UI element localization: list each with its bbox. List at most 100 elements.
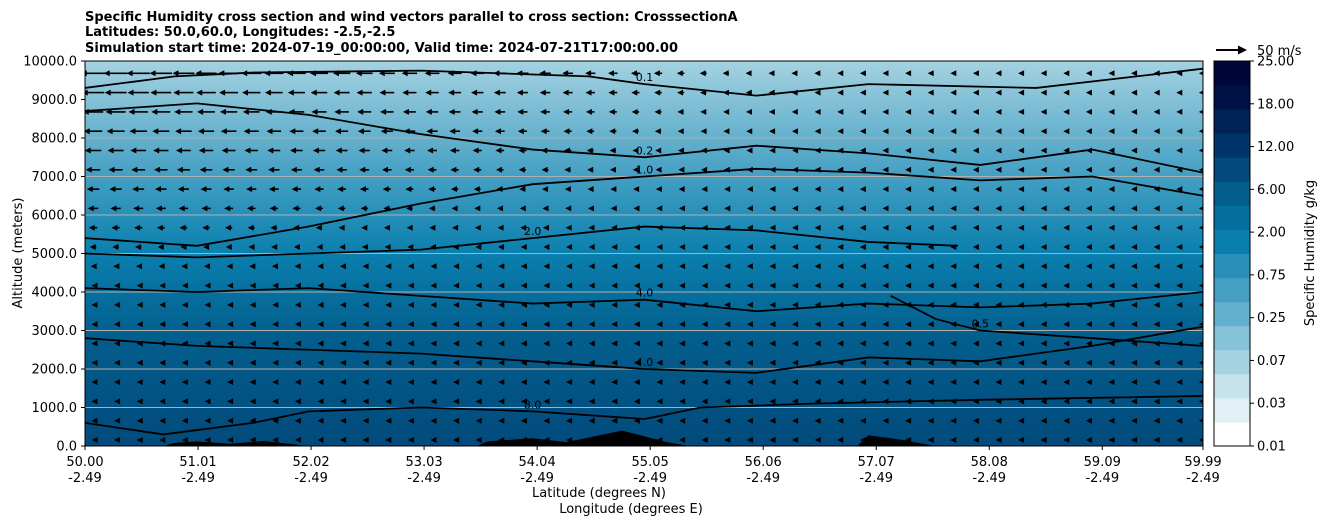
wind-vector	[1198, 302, 1203, 307]
wind-vector	[882, 417, 889, 424]
wind-vector	[227, 359, 234, 366]
wind-vector	[157, 244, 164, 250]
wind-vector	[1018, 379, 1025, 386]
wind-vector	[1131, 147, 1138, 154]
colorbar-swatch	[1214, 277, 1250, 303]
wind-vector	[1018, 224, 1025, 231]
wind-vector	[453, 398, 460, 405]
wind-vector	[611, 301, 618, 308]
wind-vector	[112, 244, 119, 250]
wind-vector	[701, 244, 708, 250]
wind-vector	[1131, 359, 1138, 366]
wind-vector	[1063, 244, 1070, 250]
wind-vector	[1063, 108, 1070, 115]
contour-line	[85, 287, 1203, 313]
wind-vector	[540, 128, 550, 135]
wind-vector	[654, 128, 662, 135]
wind-vector	[111, 224, 120, 231]
wind-vector	[950, 282, 957, 289]
wind-vector	[701, 398, 708, 405]
wind-vector	[1131, 379, 1138, 386]
wind-vector	[542, 224, 549, 231]
wind-vector	[520, 417, 527, 424]
wind-vector	[972, 244, 979, 250]
wind-vector	[611, 359, 618, 366]
wind-vector	[270, 224, 278, 231]
wind-vector	[586, 128, 595, 135]
x-tick-label-lon: -2.49	[1186, 471, 1220, 486]
wind-vector	[227, 321, 234, 328]
wind-vector	[1131, 108, 1138, 115]
wind-vector	[1176, 244, 1183, 250]
quiver-key: 50 m/s	[1216, 44, 1302, 59]
wind-vector	[792, 437, 799, 443]
wind-vector	[566, 379, 573, 386]
wind-vector	[792, 263, 799, 270]
wind-vector	[1176, 263, 1183, 270]
wind-vector	[1085, 128, 1092, 135]
wind-vector	[859, 108, 866, 115]
wind-vector	[609, 166, 616, 173]
y-tick-label: 10000.0	[23, 55, 77, 70]
wind-vector	[90, 263, 97, 270]
wind-vector	[588, 340, 595, 347]
wind-vector	[245, 166, 258, 173]
wind-vector	[859, 128, 866, 135]
wind-vector	[86, 186, 100, 193]
wind-vector	[1063, 321, 1070, 328]
wind-vector	[475, 379, 482, 386]
wind-vector	[633, 340, 640, 347]
wind-vector	[791, 128, 798, 135]
wind-vector	[859, 147, 866, 154]
wind-vector	[181, 379, 188, 386]
wind-vector	[837, 263, 844, 270]
wind-vector	[385, 359, 392, 366]
wind-vector	[1063, 359, 1070, 366]
wind-vector	[972, 437, 979, 443]
wind-vector	[587, 166, 594, 173]
wind-vector	[404, 166, 414, 173]
wind-vector	[1040, 128, 1047, 135]
wind-vector	[159, 437, 166, 443]
wind-vector	[882, 70, 889, 77]
wind-vector	[1040, 437, 1047, 443]
wind-vector	[248, 244, 255, 250]
wind-vector	[676, 70, 685, 77]
wind-vector	[1176, 128, 1183, 135]
wind-vector	[588, 244, 595, 250]
wind-vector	[701, 359, 708, 366]
wind-vector	[972, 321, 979, 328]
wind-vector	[746, 128, 753, 135]
contour-label: 4.0	[636, 356, 654, 369]
colorbar-tick-label: 0.25	[1257, 311, 1286, 326]
wind-vector	[1176, 417, 1183, 424]
wind-vector	[927, 263, 934, 270]
wind-vector	[405, 186, 414, 193]
wind-vector	[1040, 379, 1047, 386]
wind-vector	[224, 224, 233, 231]
x-tick-label-lat: 55.05	[632, 455, 669, 470]
wind-vector	[290, 147, 303, 154]
wind-vector	[1085, 398, 1092, 405]
wind-vector	[1131, 186, 1138, 193]
wind-vector	[1131, 263, 1138, 270]
wind-vector	[543, 379, 550, 386]
wind-vector	[631, 89, 640, 96]
wind-vector	[114, 359, 121, 366]
wind-vector	[1063, 205, 1070, 212]
wind-vector	[357, 108, 372, 115]
x-tick-label-lon: -2.49	[633, 471, 667, 486]
wind-vector	[654, 89, 662, 96]
wind-vector	[91, 359, 98, 366]
wind-vector	[701, 340, 708, 347]
wind-vector	[905, 321, 912, 328]
wind-vector	[814, 437, 821, 443]
wind-vector	[1085, 186, 1092, 193]
wind-vector	[656, 321, 663, 328]
contour-lines: 0.1 0.2 1.0 2.0 4.0 4.0 0.5 8.0	[85, 67, 1203, 436]
wind-vector	[272, 417, 279, 424]
wind-vector	[293, 244, 300, 250]
wind-vector	[588, 282, 595, 289]
wind-vector	[656, 340, 663, 347]
wind-vector	[927, 205, 934, 212]
